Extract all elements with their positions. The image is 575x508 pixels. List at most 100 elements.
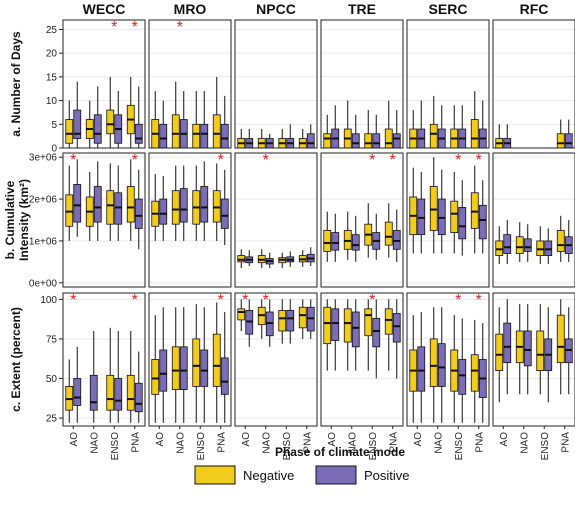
legend-label-negative: Negative — [243, 468, 294, 483]
x-tick-label-enso: ENSO — [282, 432, 293, 461]
y-tick-label: 5 — [51, 120, 57, 131]
box-positive-nao — [437, 343, 446, 387]
box-positive-pna — [564, 133, 573, 149]
box-negative-nao — [515, 236, 524, 254]
x-tick-label-enso: ENSO — [368, 432, 379, 461]
x-tick-label-pna: PNA — [302, 432, 313, 453]
x-tick-label-pna: PNA — [130, 432, 141, 453]
region-title-serc: SERC — [429, 1, 468, 17]
box-negative-pna — [556, 230, 565, 252]
box-negative-enso — [192, 338, 201, 387]
box-negative-nao — [429, 186, 438, 231]
panel-border — [406, 292, 490, 427]
box-negative-pna — [556, 133, 565, 149]
x-tick-label-nao: NAO — [89, 432, 100, 454]
box-positive-pna — [134, 198, 143, 229]
box-negative-ao — [495, 333, 504, 371]
panel-bg — [493, 153, 575, 287]
x-tick-label-nao: NAO — [433, 432, 444, 454]
panel-border — [320, 152, 404, 288]
box-positive-enso — [200, 186, 209, 223]
box-positive-enso — [544, 240, 553, 256]
box-negative-pna — [470, 354, 479, 392]
box-negative-nao — [429, 338, 438, 387]
panel-border — [62, 292, 146, 427]
box-negative-ao — [495, 240, 504, 256]
box-negative-pna — [556, 314, 565, 364]
significance-star: * — [132, 19, 138, 36]
box-positive-nao — [93, 186, 102, 223]
box-positive-enso — [200, 123, 209, 149]
box-negative-enso — [278, 310, 287, 332]
significance-star: * — [218, 152, 224, 169]
y-tick-label: 15 — [46, 72, 58, 83]
box-positive-pna — [134, 382, 143, 413]
box-positive-enso — [200, 349, 209, 387]
x-tick-label-enso: ENSO — [196, 432, 207, 461]
box-negative-enso — [536, 240, 545, 256]
box-negative-nao — [429, 123, 438, 149]
box-positive-ao — [331, 232, 340, 251]
y-tick-label: 10 — [46, 96, 58, 107]
box-positive-nao — [351, 234, 360, 251]
box-positive-nao — [437, 198, 446, 236]
x-tick-label-ao: AO — [155, 432, 166, 447]
x-tick-label-pna: PNA — [216, 432, 227, 453]
panel-border — [320, 292, 404, 427]
region-title-rfc: RFC — [520, 1, 549, 17]
panel-border — [62, 152, 146, 288]
box-positive-enso — [372, 317, 381, 348]
y-tick-label: 3e+06 — [29, 153, 58, 164]
y-tick-label: 20 — [46, 49, 58, 60]
box-negative-ao — [323, 133, 332, 149]
box-negative-nao — [171, 114, 180, 149]
panel-border — [234, 152, 318, 288]
significance-star: * — [218, 292, 224, 309]
box-positive-nao — [351, 133, 360, 149]
box-positive-nao — [523, 330, 532, 367]
panel-border — [148, 19, 232, 149]
row-label-3: c. Extent (percent) — [9, 307, 23, 412]
x-tick-label-nao: NAO — [175, 432, 186, 454]
box-positive-pna — [220, 123, 229, 149]
box-negative-pna — [126, 374, 135, 411]
box-positive-ao — [73, 378, 82, 406]
panel-npcc-row-1 — [234, 19, 318, 149]
y-tick-label: 25 — [46, 25, 58, 36]
panel-rfc-row-2 — [492, 152, 575, 288]
significance-star: * — [369, 152, 375, 169]
box-negative-pna — [384, 221, 393, 246]
x-tick-label-ao: AO — [241, 432, 252, 447]
box-positive-ao — [73, 109, 82, 139]
box-positive-ao — [417, 346, 426, 392]
box-negative-pna — [298, 306, 307, 329]
region-title-tre: TRE — [348, 1, 376, 17]
panel-tre-row-2: * * — [320, 152, 404, 288]
box-positive-pna — [392, 133, 401, 149]
x-tick-label-ao: AO — [327, 432, 338, 447]
box-negative-ao — [237, 255, 246, 263]
box-positive-nao — [523, 238, 532, 252]
y-tick-label: 100 — [40, 295, 57, 306]
box-positive-enso — [114, 192, 123, 225]
legend-swatch-negative — [194, 465, 236, 485]
box-positive-ao — [417, 198, 426, 236]
panel-mro-row-3: * — [148, 292, 232, 427]
significance-star: * — [177, 19, 183, 36]
x-tick-label-ao: AO — [69, 432, 80, 447]
box-positive-nao — [93, 114, 102, 144]
box-positive-pna — [220, 198, 229, 229]
box-negative-enso — [106, 109, 115, 135]
box-negative-ao — [323, 230, 332, 252]
significance-star: * — [455, 292, 461, 309]
x-tick-label-nao: NAO — [261, 432, 272, 454]
panel-border — [148, 292, 232, 427]
y-tick-label: 2e+06 — [29, 195, 58, 206]
panel-rfc-row-1 — [492, 19, 575, 149]
significance-star: * — [132, 292, 138, 309]
x-tick-label-enso: ENSO — [540, 432, 551, 461]
box-negative-ao — [323, 306, 332, 345]
panel-tre-row-1 — [320, 19, 404, 149]
panel-border — [492, 152, 575, 288]
